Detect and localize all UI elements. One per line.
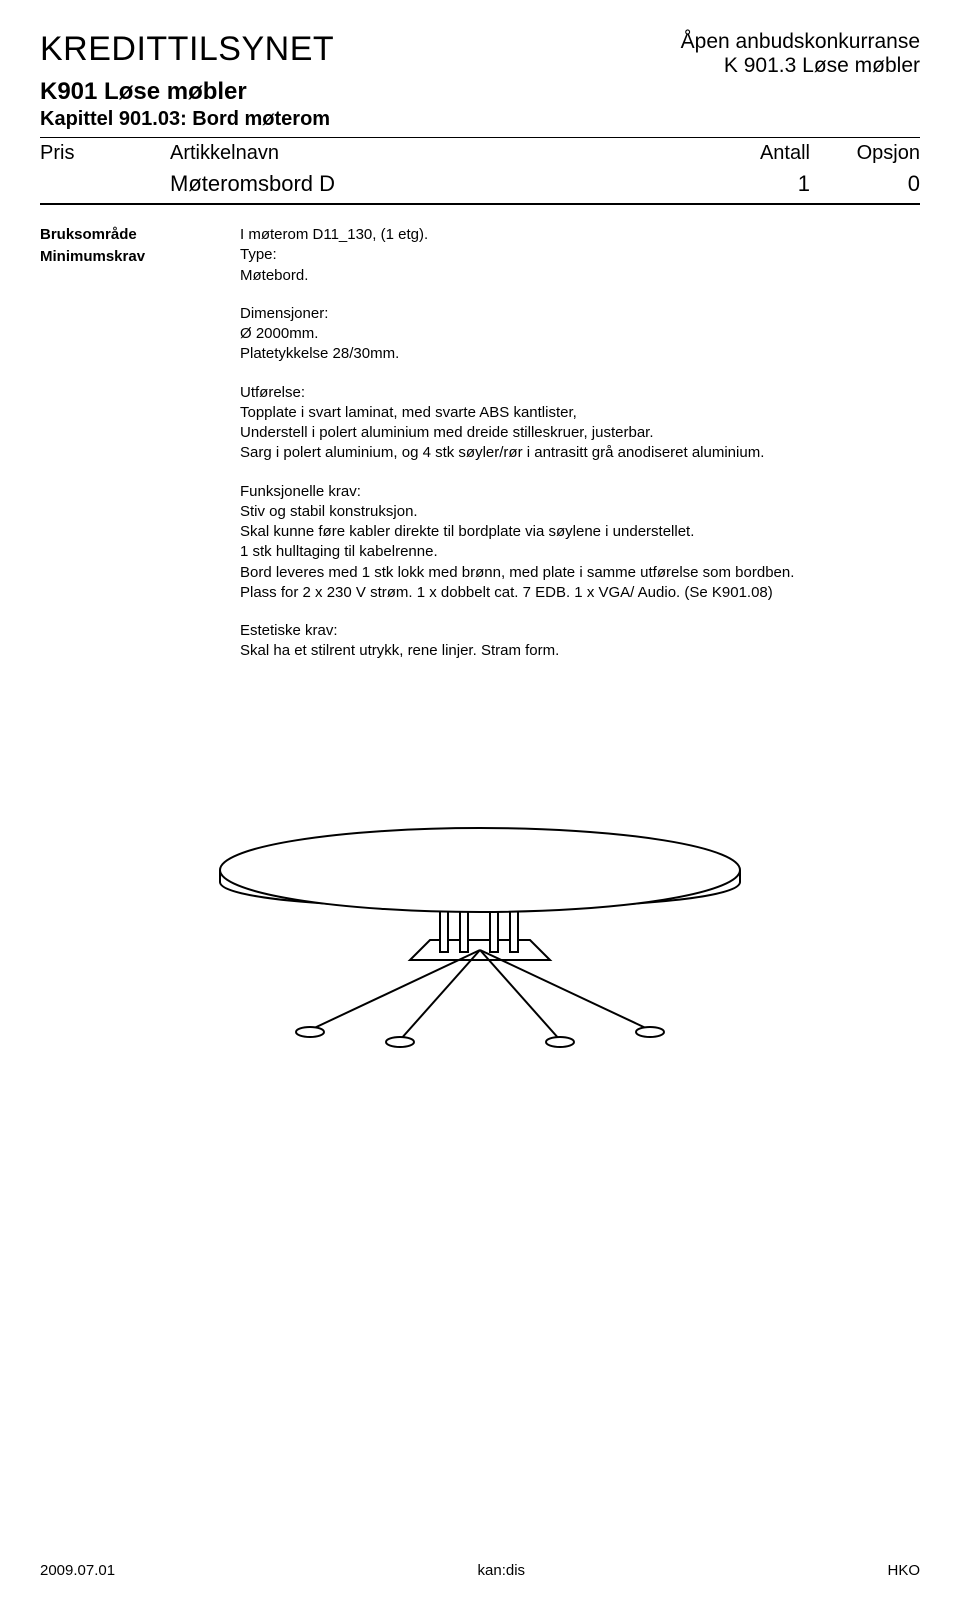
type-label: Type: [240,245,920,265]
funksjonelle-block: Funksjonelle krav: Stiv og stabil konstr… [240,482,920,604]
label-bruksomrade: Bruksområde [40,225,240,245]
header-right-line2: K 901.3 Løse møbler [681,54,920,78]
funksjonelle-line1: Stiv og stabil konstruksjon. [240,502,920,522]
footer-center: kan:dis [478,1562,526,1579]
utforelse-line2: Understell i polert aluminium med dreide… [240,423,920,443]
label-minimumskrav: Minimumskrav [40,247,240,267]
footer-right: HKO [887,1562,920,1579]
table-data-row: Møteromsbord D 1 0 [40,169,920,203]
document-header: KREDITTILSYNET Åpen anbudskonkurranse K … [40,30,920,131]
col-header-pris: Pris [40,142,170,165]
table-header-row: Pris Artikkelnavn Antall Opsjon [40,138,920,169]
header-top-row: KREDITTILSYNET Åpen anbudskonkurranse K … [40,30,920,78]
header-right-line1: Åpen anbudskonkurranse [681,30,920,54]
text-column: I møterom D11_130, (1 etg). Type: Møtebo… [240,225,920,680]
bruksomrade-block: I møterom D11_130, (1 etg). Type: Møtebo… [240,225,920,286]
cell-antall: 1 [700,171,810,197]
utforelse-label: Utførelse: [240,383,920,403]
dimensjoner-line2: Platetykkelse 28/30mm. [240,344,920,364]
footer-left: 2009.07.01 [40,1562,115,1579]
utforelse-line3: Sarg i polert aluminium, og 4 stk søyler… [240,443,920,463]
dimensjoner-line1: Ø 2000mm. [240,324,920,344]
content-block: Bruksområde Minimumskrav I møterom D11_1… [40,225,920,680]
table-drawing-icon [160,740,800,1060]
cell-opsjon: 0 [810,171,920,197]
chapter-title: Kapittel 901.03: Bord møterom [40,108,920,131]
bruksomrade-text: I møterom D11_130, (1 etg). [240,225,920,245]
table-illustration [40,740,920,1060]
dimensjoner-block: Dimensjoner: Ø 2000mm. Platetykkelse 28/… [240,304,920,365]
document-title: K901 Løse møbler [40,78,920,106]
funksjonelle-line3: 1 stk hulltaging til kabelrenne. [240,542,920,562]
dimensjoner-label: Dimensjoner: [240,304,920,324]
utforelse-line1: Topplate i svart laminat, med svarte ABS… [240,403,920,423]
label-column: Bruksområde Minimumskrav [40,225,240,680]
utforelse-block: Utførelse: Topplate i svart laminat, med… [240,383,920,464]
estetiske-label: Estetiske krav: [240,621,920,641]
document-footer: 2009.07.01 kan:dis HKO [40,1562,920,1579]
funksjonelle-line5: Plass for 2 x 230 V strøm. 1 x dobbelt c… [240,583,920,603]
funksjonelle-label: Funksjonelle krav: [240,482,920,502]
org-name: KREDITTILSYNET [40,30,334,69]
col-header-artikkel: Artikkelnavn [170,142,700,165]
header-right-block: Åpen anbudskonkurranse K 901.3 Løse møbl… [681,30,920,78]
type-value: Møtebord. [240,266,920,286]
estetiske-block: Estetiske krav: Skal ha et stilrent utry… [240,621,920,662]
col-header-antall: Antall [700,142,810,165]
divider-thick [40,203,920,205]
col-header-opsjon: Opsjon [810,142,920,165]
estetiske-line1: Skal ha et stilrent utrykk, rene linjer.… [240,641,920,661]
cell-artikkel: Møteromsbord D [40,171,700,197]
funksjonelle-line4: Bord leveres med 1 stk lokk med brønn, m… [240,563,920,583]
funksjonelle-line2: Skal kunne føre kabler direkte til bordp… [240,522,920,542]
